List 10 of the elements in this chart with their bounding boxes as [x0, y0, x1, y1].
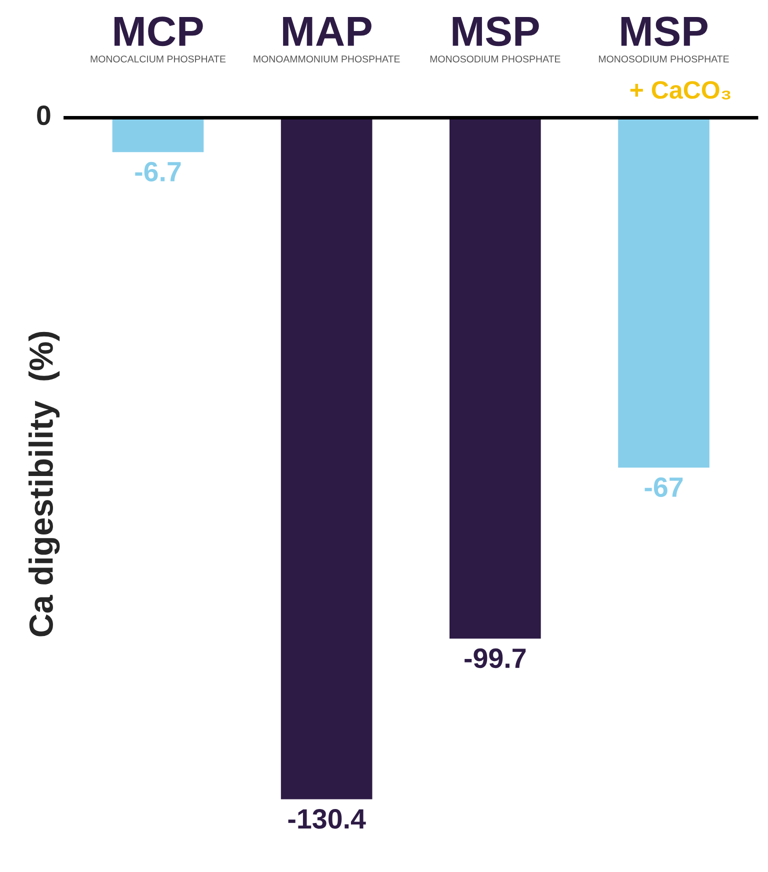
x-tick-label: MSP MONOSODIUM PHOSPHATE — [430, 16, 560, 62]
data-label: -99.7 — [464, 648, 526, 668]
data-label: -130.4 — [288, 809, 366, 829]
data-label: -6.7 — [135, 162, 181, 182]
x-tick-label: MCP MONOCALCIUM PHOSPHATE — [90, 16, 226, 62]
x-tick-label: MAP MONOAMMONIUM PHOSPHATE — [254, 17, 400, 62]
y-axis-title: Ca digestibility (%) — [28, 332, 60, 636]
text: 0 — [37, 106, 50, 126]
data-label: -67 — [644, 477, 683, 498]
category-label: MSP MONOSODIUM PHOSPHATE + CaCO₃ — [599, 16, 730, 100]
